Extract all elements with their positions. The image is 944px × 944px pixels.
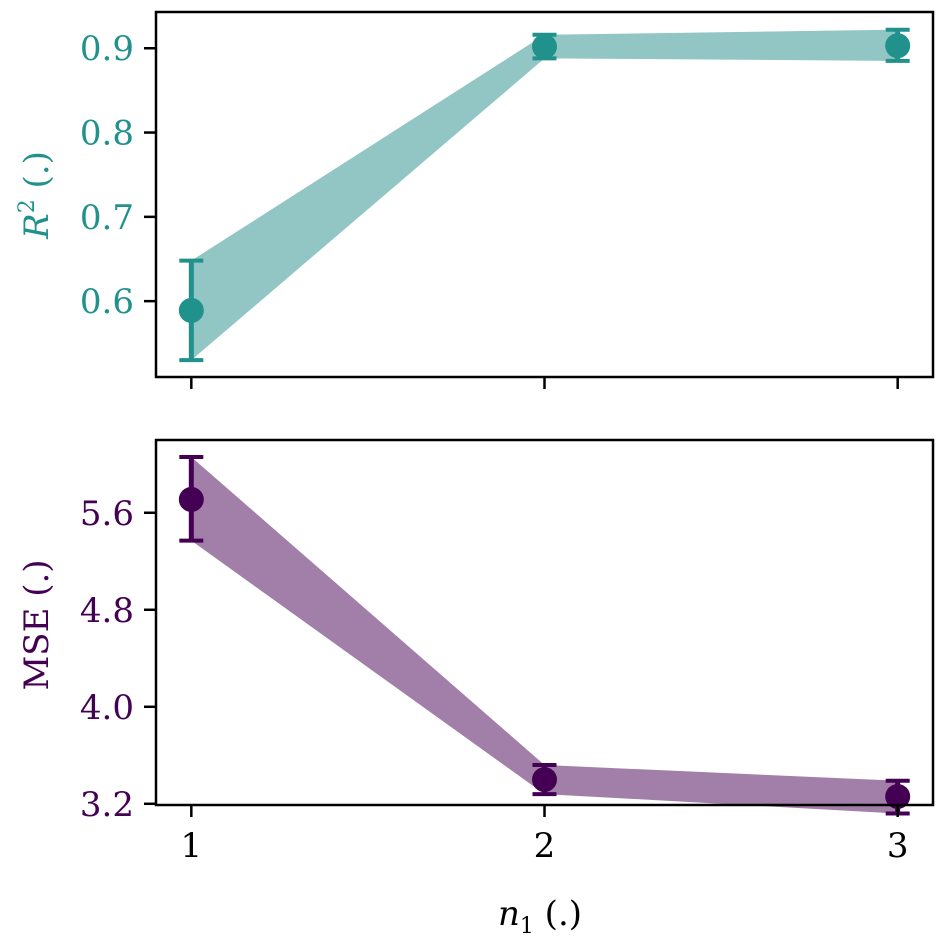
mse-data-point <box>885 784 911 810</box>
mse-y-tick-label: 3.2 <box>80 785 134 825</box>
mse-confidence-band <box>191 456 898 814</box>
mse-panel: 3.2 4.0 4.8 5.6 1 2 3 <box>80 438 935 866</box>
r2-y-tick-label: 0.6 <box>80 282 134 322</box>
r2-y-tick-label: 0.8 <box>80 114 134 154</box>
mse-y-tick-label: 4.8 <box>80 591 134 631</box>
r2-y-tick-label: 0.9 <box>80 29 134 69</box>
r2-axis-title: R2 (.) <box>15 151 57 240</box>
mse-data-point <box>532 767 557 793</box>
mse-axis-title: MSE (.) <box>17 559 57 690</box>
mse-data-point <box>178 486 204 512</box>
mse-y-tick-label: 4.0 <box>80 688 134 728</box>
mse-x-tick-label: 1 <box>180 826 202 866</box>
r2-data-point <box>178 297 204 323</box>
mse-x-tick-label: 3 <box>887 826 909 866</box>
mse-x-tick-label: 2 <box>534 826 556 866</box>
r2-panel: 0.6 0.7 0.8 0.9 <box>80 10 935 389</box>
r2-confidence-band <box>191 29 898 361</box>
mse-axes-frame <box>154 438 935 807</box>
r2-data-point <box>532 34 557 60</box>
x-axis-title: n1 (.) <box>498 894 582 939</box>
r2-data-point <box>885 33 911 59</box>
r2-axes-frame <box>154 10 935 379</box>
r2-y-tick-label: 0.7 <box>80 198 134 238</box>
mse-y-tick-label: 5.6 <box>80 494 134 534</box>
